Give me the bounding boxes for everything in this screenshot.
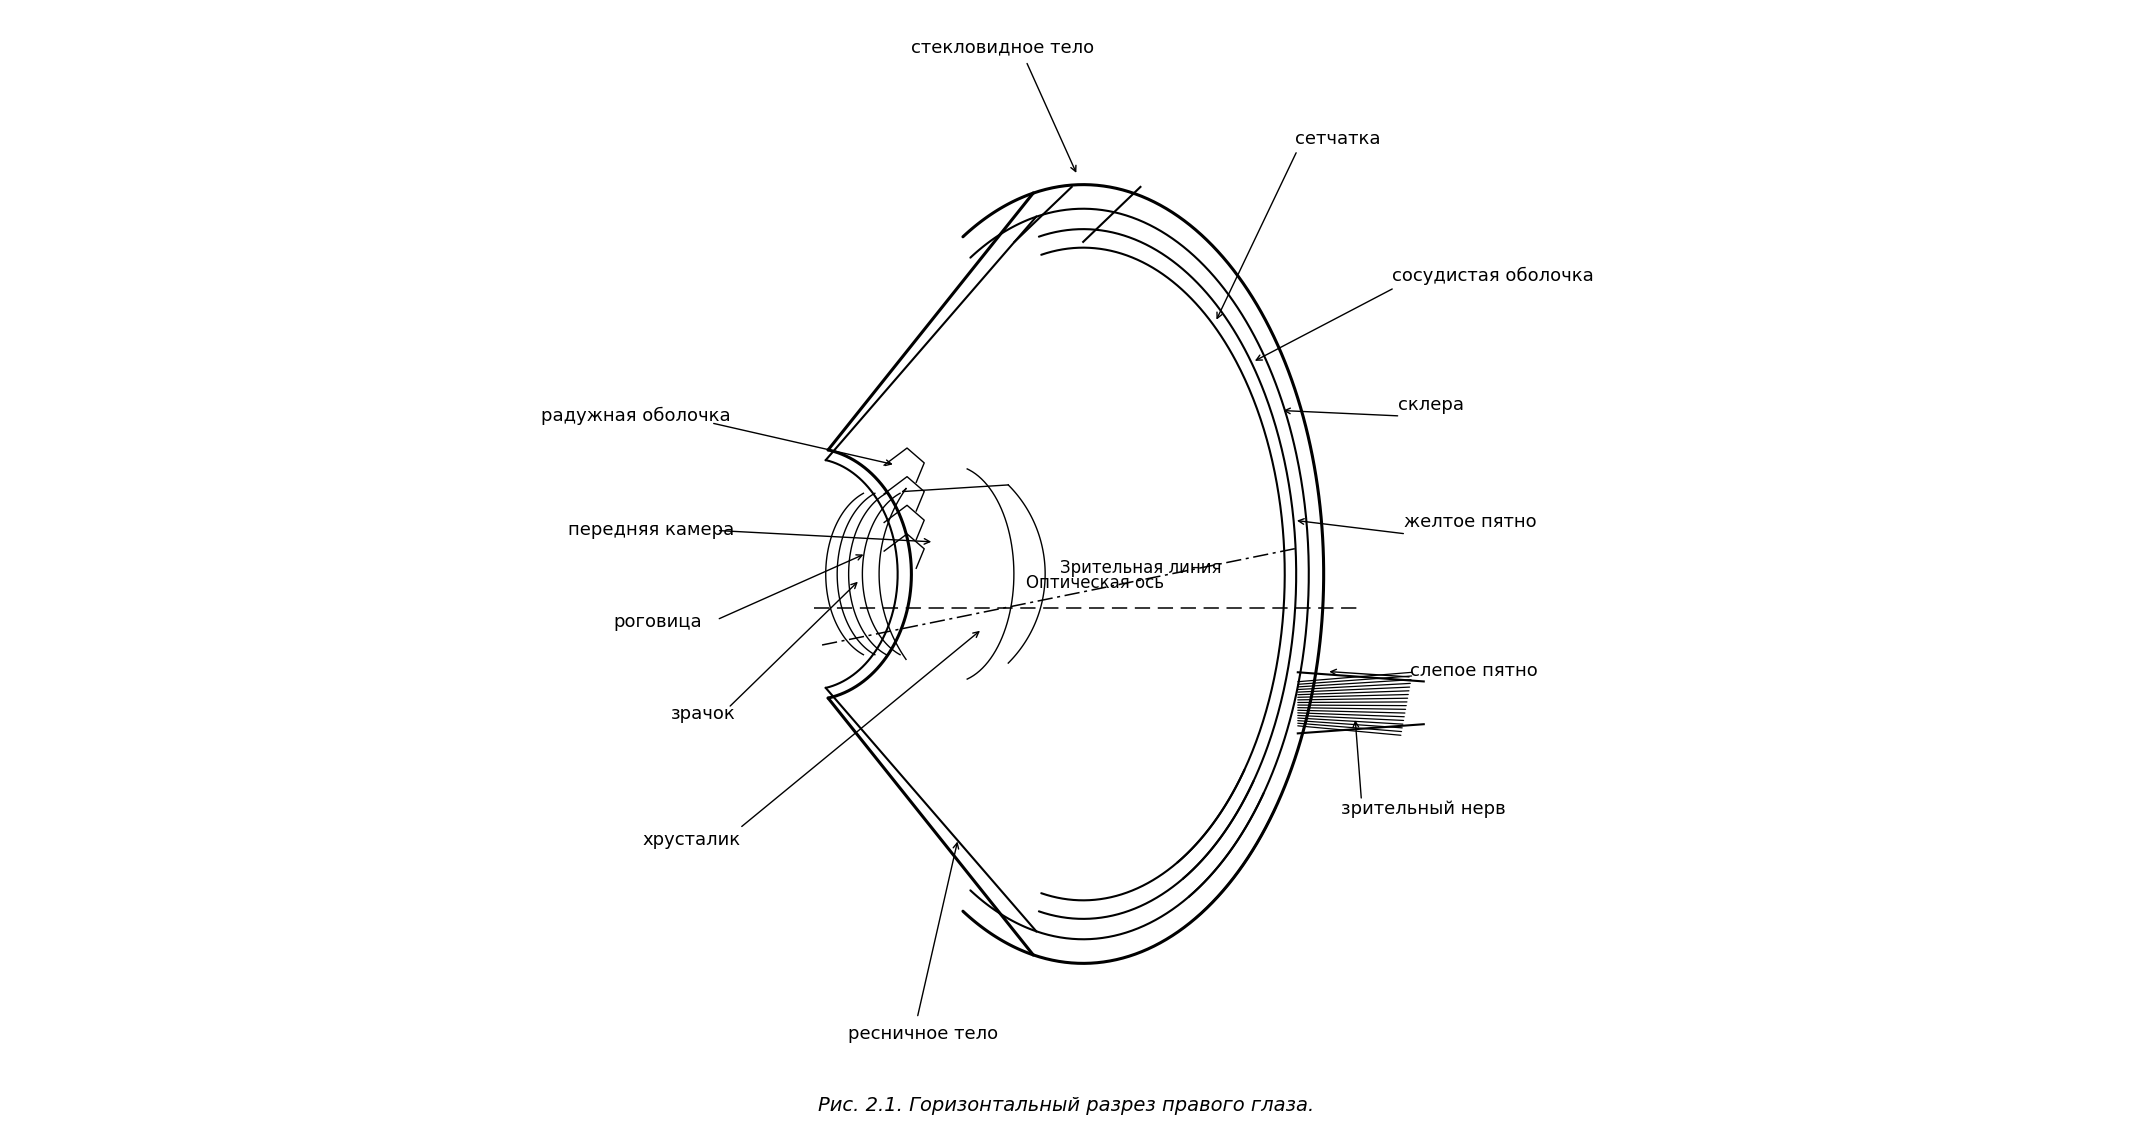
Text: зрительный нерв: зрительный нерв [1341,800,1505,817]
Text: зрачок: зрачок [672,705,736,723]
Text: роговица: роговица [614,613,701,631]
Text: желтое пятно: желтое пятно [1403,513,1537,532]
Text: стекловидное тело: стекловидное тело [912,38,1094,56]
Text: сосудистая оболочка: сосудистая оболочка [1392,267,1595,286]
Text: ресничное тело: ресничное тело [849,1025,998,1044]
Text: радужная оболочка: радужная оболочка [542,406,731,425]
Text: Зрительная линия: Зрительная линия [1060,559,1222,577]
Text: хрусталик: хрусталик [642,831,740,848]
Text: Оптическая ось: Оптическая ось [1025,574,1164,592]
Text: склера: склера [1399,396,1465,413]
Text: слепое пятно: слепое пятно [1409,662,1537,681]
Text: сетчатка: сетчатка [1294,130,1382,148]
Text: передняя камера: передняя камера [567,521,733,540]
Text: Рис. 2.1. Горизонтальный разрез правого глаза.: Рис. 2.1. Горизонтальный разрез правого … [819,1095,1313,1115]
